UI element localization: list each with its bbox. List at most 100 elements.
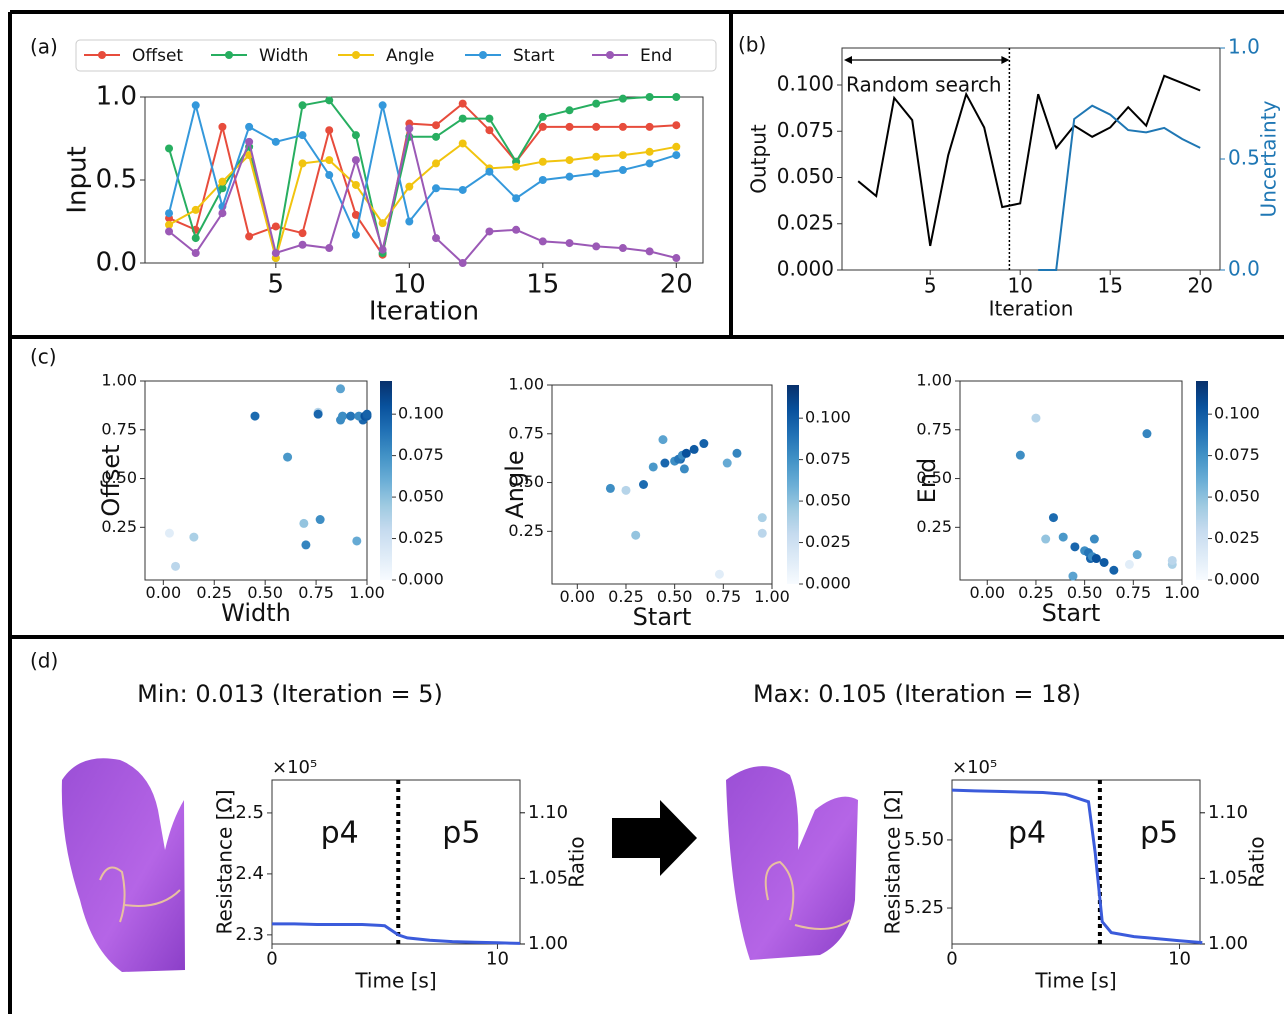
colorbar-tick-label: 0.075 xyxy=(805,449,851,468)
panel-label: (a) xyxy=(30,35,58,59)
x-tick-label: 0.75 xyxy=(1116,583,1152,602)
data-point xyxy=(245,137,254,146)
data-point xyxy=(191,249,200,258)
colorbar-tick-label: 0.000 xyxy=(1214,570,1260,589)
series-line xyxy=(168,142,677,262)
data-point xyxy=(458,259,467,267)
data-point xyxy=(313,409,323,419)
x-tick-label: 0.75 xyxy=(298,583,334,602)
data-point xyxy=(405,124,414,133)
data-point xyxy=(672,93,681,101)
y2-tick-label: 1.10 xyxy=(528,802,568,823)
data-point xyxy=(512,194,521,203)
data-point xyxy=(171,561,181,571)
x-axis-label: Start xyxy=(1042,599,1101,627)
plot-frame xyxy=(951,779,1201,945)
legend-label: Start xyxy=(513,46,555,66)
colorbar-tick-label: 0.075 xyxy=(398,445,444,464)
y-tick-label: 0.100 xyxy=(777,72,834,96)
y-tick-label: 0.000 xyxy=(777,257,834,281)
y-tick-label: 0.50 xyxy=(101,468,137,487)
data-point xyxy=(405,217,414,226)
data-point xyxy=(672,151,681,160)
data-point xyxy=(618,94,627,103)
y-tick-label: 2.3 xyxy=(235,924,264,945)
y-tick-label: 0.5 xyxy=(96,165,137,195)
legend-frame xyxy=(75,39,717,72)
x-tick-label: 15 xyxy=(1097,274,1122,298)
data-point xyxy=(512,162,521,171)
data-point xyxy=(298,101,307,110)
x-axis-label: Iteration xyxy=(989,297,1074,321)
data-point xyxy=(325,96,334,105)
data-point xyxy=(432,132,441,141)
data-point xyxy=(658,435,668,445)
colorbar-tick-label: 0.100 xyxy=(805,408,851,427)
data-point xyxy=(378,219,387,228)
data-point xyxy=(538,176,547,184)
y-tick-label: 0.75 xyxy=(101,419,137,438)
data-point xyxy=(592,169,601,178)
y-tick-label: 1.00 xyxy=(916,371,952,390)
x-axis-label: Time [s] xyxy=(1034,969,1116,993)
data-point xyxy=(298,229,307,238)
data-point xyxy=(432,184,441,193)
plot-frame xyxy=(144,380,368,581)
data-point xyxy=(218,184,227,193)
chart: (c) 0.00 0.25 0.50 0.75 1.00 0.25 0.50 0.75 1.00 W… xyxy=(30,345,444,628)
data-point xyxy=(1031,413,1041,423)
glove-photo xyxy=(726,766,858,960)
y-axis-label: End xyxy=(913,458,941,504)
chart: (d) Min: 0.013 (Iteration = 5) 0 10 2.3 2.4 2.… xyxy=(30,649,589,993)
panel-label: (c) xyxy=(30,345,57,369)
y-tick-label: 2.4 xyxy=(235,863,264,884)
data-point xyxy=(538,122,547,131)
data-point xyxy=(645,159,654,168)
data-point xyxy=(757,513,767,523)
data-point xyxy=(1089,534,1099,544)
chart: (a) 5 10 15 20 0.0 0.5 1.0 Iteration Input Offset W… xyxy=(30,35,717,327)
data-point xyxy=(250,411,260,421)
data-point xyxy=(645,147,654,156)
y2-tick-label: 1.0 xyxy=(1228,35,1260,59)
data-point xyxy=(699,439,709,449)
data-point xyxy=(351,210,360,219)
x-tick-label: 0.50 xyxy=(247,583,283,602)
data-point xyxy=(432,121,441,130)
data-point xyxy=(351,230,360,239)
legend-label: Offset xyxy=(132,46,183,66)
plot-frame xyxy=(271,779,521,945)
series-line xyxy=(168,105,677,239)
data-point xyxy=(538,237,547,246)
data-point xyxy=(672,142,681,151)
x-tick-label: 5 xyxy=(924,274,937,298)
x-tick-label: 15 xyxy=(526,270,559,300)
y-tick-label: 1.00 xyxy=(508,375,544,394)
data-point xyxy=(645,93,654,101)
colorbar-tick-label: 0.025 xyxy=(398,528,444,547)
data-point xyxy=(618,166,627,175)
x-tick-label: 10 xyxy=(393,270,426,300)
phase-label: p5 xyxy=(1140,816,1178,851)
x-tick-label: 1.00 xyxy=(349,583,385,602)
legend-label: Angle xyxy=(386,46,434,66)
data-point xyxy=(298,159,307,168)
y2-axis-label: Uncertainty xyxy=(1257,100,1281,217)
x-tick-label: 1.00 xyxy=(754,587,790,606)
data-point xyxy=(679,464,689,474)
plot-frame xyxy=(551,384,773,585)
legend-marker xyxy=(98,51,106,59)
data-point xyxy=(681,448,691,458)
data-point xyxy=(565,239,574,248)
x-tick-label: 20 xyxy=(1187,274,1212,298)
y-axis-label: Angle xyxy=(501,450,529,518)
phase-label: p4 xyxy=(321,816,359,851)
x-tick-label: 10 xyxy=(1168,948,1191,969)
colorbar xyxy=(380,381,392,580)
data-point xyxy=(325,126,334,135)
x-tick-label: 0.25 xyxy=(196,583,232,602)
y-tick-label: 0.50 xyxy=(508,472,544,491)
y-tick-label: 1.00 xyxy=(101,371,137,390)
x-tick-label: 20 xyxy=(660,270,693,300)
data-point xyxy=(621,485,631,495)
